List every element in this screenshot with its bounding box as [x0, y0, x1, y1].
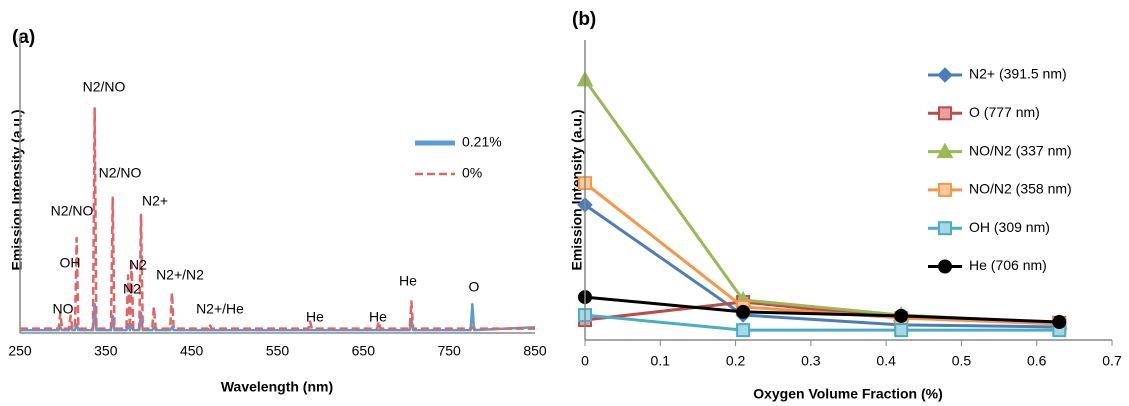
x-tick-label: 450 [180, 343, 204, 359]
series-line [584, 203, 1060, 329]
legend-label: NO/N2 (358 nm) [969, 181, 1072, 197]
annotation: O [469, 279, 480, 295]
annotation: N2+ [142, 193, 168, 209]
annotation: N2+/He [196, 301, 244, 317]
x-tick-label: 0 [581, 353, 589, 369]
x-tick-label: 850 [523, 343, 547, 359]
annotation: OH [60, 255, 81, 271]
marker [938, 182, 952, 197]
annotation: N2 [129, 257, 147, 273]
marker [938, 221, 952, 236]
x-tick-label: 550 [266, 343, 290, 359]
x-tick-label: 0.4 [876, 353, 896, 369]
marker [1052, 315, 1067, 330]
annotation: He [306, 309, 324, 325]
marker [894, 308, 909, 323]
legend-label: 0.21% [462, 134, 502, 150]
legend-label: He (706 nm) [969, 257, 1047, 273]
legend-label: 0% [462, 165, 482, 181]
legend-label: O (777 nm) [969, 104, 1040, 120]
x-tick-label: 0.6 [1027, 353, 1047, 369]
series-line [584, 313, 1060, 332]
marker [894, 323, 909, 338]
series-line [584, 295, 1060, 324]
x-tick-label: 0.3 [801, 353, 821, 369]
marker [736, 323, 751, 338]
y-axis-title: Emission Intensity (a.u.) [569, 109, 585, 270]
marker [936, 142, 954, 159]
x-tick-label: 350 [94, 343, 118, 359]
x-tick-label: 0.7 [1102, 353, 1122, 369]
x-axis-title: Wavelength (nm) [221, 379, 333, 395]
marker [938, 106, 952, 121]
legend-label: NO/N2 (337 nm) [969, 142, 1072, 158]
y-axis-title: Emission Intensity (a.u.) [9, 109, 25, 270]
legend-label: N2+ (391.5 nm) [969, 66, 1067, 82]
marker [938, 259, 952, 274]
x-tick-label: 0.5 [952, 353, 972, 369]
x-tick-label: 750 [437, 343, 461, 359]
x-axis-title: Oxygen Volume Fraction (%) [753, 386, 943, 402]
x-tick-label: 0.2 [726, 353, 746, 369]
marker [736, 304, 751, 319]
legend-label: OH (309 nm) [969, 219, 1050, 235]
annotation: He [369, 309, 387, 325]
annotation: N2 [123, 281, 141, 297]
series-line [20, 107, 535, 330]
marker [937, 67, 953, 83]
chart-title: (b) [572, 9, 596, 30]
x-tick-label: 0.1 [651, 353, 671, 369]
annotation: N2/NO [83, 79, 126, 95]
annotation: N2/NO [51, 203, 94, 219]
x-tick-label: 250 [8, 343, 32, 359]
annotation: N2+/N2 [156, 267, 204, 283]
x-tick-label: 650 [352, 343, 376, 359]
chart-title: (a) [12, 27, 35, 48]
annotation: N2/NO [99, 165, 142, 181]
annotation: He [399, 273, 417, 289]
annotation: NO [53, 301, 74, 317]
